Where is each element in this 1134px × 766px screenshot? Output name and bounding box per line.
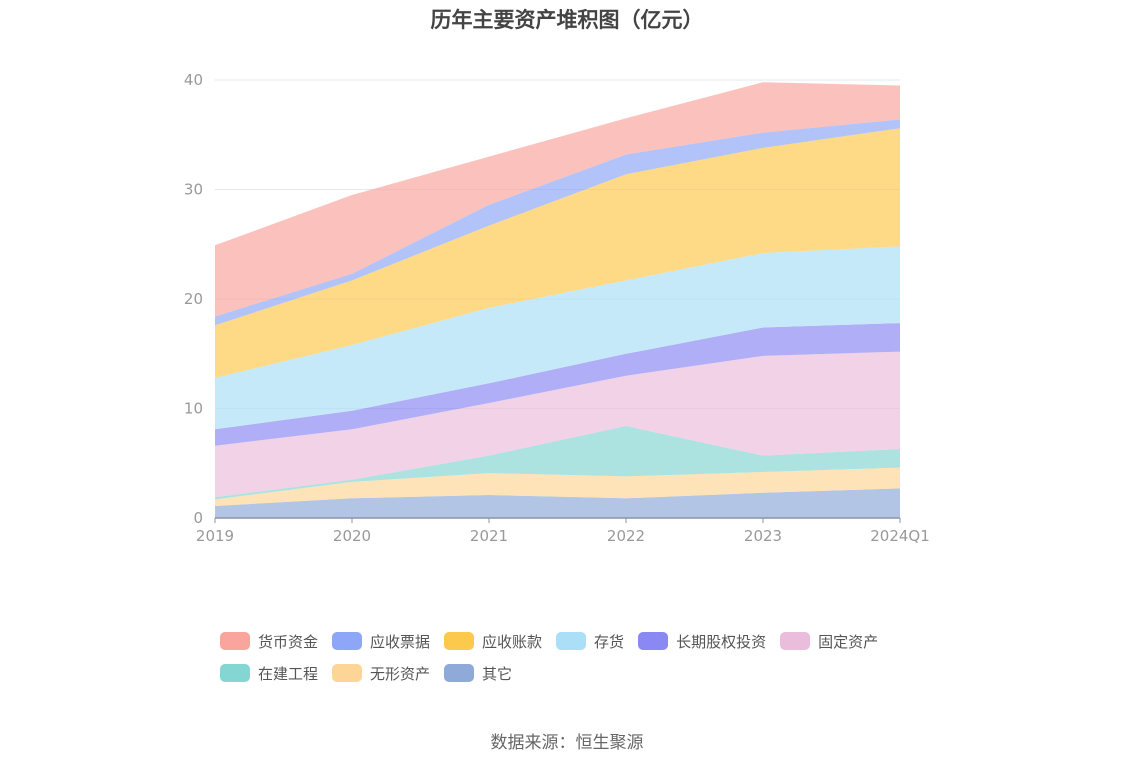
area-存货[interactable]	[215, 246, 900, 430]
legend-label: 其它	[482, 664, 513, 683]
legend-item[interactable]: 应收票据	[332, 630, 430, 652]
legend-item[interactable]: 长期股权投资	[638, 630, 766, 652]
legend-label: 存货	[594, 632, 625, 651]
legend-item[interactable]: 货币资金	[220, 630, 318, 652]
y-tick-label: 0	[193, 509, 203, 527]
legend-item[interactable]: 无形资产	[332, 662, 430, 684]
x-tick-label: 2024Q1	[870, 527, 930, 545]
legend-item[interactable]: 在建工程	[220, 662, 318, 684]
y-tick-label: 20	[184, 290, 203, 308]
legend-label: 应收票据	[370, 632, 431, 651]
legend-swatch	[220, 664, 250, 682]
x-tick-label: 2021	[470, 527, 508, 545]
area-其它[interactable]	[215, 488, 900, 518]
legend-swatch	[638, 632, 669, 650]
legend-swatch	[556, 632, 587, 650]
area-在建工程[interactable]	[215, 426, 900, 500]
area-长期股权投资[interactable]	[215, 323, 900, 446]
x-tick-label: 2020	[333, 527, 371, 545]
area-固定资产[interactable]	[215, 351, 900, 498]
legend-item[interactable]: 其它	[444, 662, 512, 684]
legend-swatch	[332, 632, 363, 650]
legend-item[interactable]: 固定资产	[780, 630, 878, 652]
legend-swatch	[444, 632, 475, 650]
legend-item[interactable]: 应收账款	[444, 630, 542, 652]
legend-swatch	[780, 632, 811, 650]
legend-swatch	[220, 632, 250, 650]
area-货币资金[interactable]	[215, 82, 900, 317]
axes: 0 10 20 30 40 2019 2020 2021 2022 2023 2024Q1	[184, 71, 930, 545]
x-tick-label: 2019	[196, 527, 234, 545]
legend: 货币资金 应收票据 应收账款 存货 长期股权投资 固定资产在建工程 无形资产 其它	[220, 630, 940, 694]
legend-label: 货币资金	[258, 632, 319, 651]
legend-swatch	[444, 664, 475, 682]
data-source-note: 数据来源：恒生聚源	[490, 733, 644, 753]
legend-label: 在建工程	[258, 664, 319, 683]
area-应收账款[interactable]	[215, 128, 900, 378]
legend-label: 长期股权投资	[676, 632, 767, 651]
legend-label: 固定资产	[818, 632, 879, 651]
y-tick-label: 10	[184, 400, 203, 418]
x-tick-label: 2022	[607, 527, 645, 545]
legend-label: 无形资产	[370, 664, 431, 683]
stacked-area-chart: 0 10 20 30 40 2019 2020 2021 2022 2023 2024Q1	[184, 71, 930, 545]
area-series	[215, 82, 900, 518]
chart-title: 历年主要资产堆积图（亿元）	[430, 8, 704, 32]
legend-swatch	[332, 664, 363, 682]
x-tick-label: 2023	[744, 527, 782, 545]
y-tick-label: 30	[184, 181, 203, 199]
y-tick-label: 40	[184, 71, 203, 89]
legend-item[interactable]: 存货	[556, 630, 624, 652]
legend-label: 应收账款	[482, 632, 543, 651]
area-无形资产[interactable]	[215, 467, 900, 506]
